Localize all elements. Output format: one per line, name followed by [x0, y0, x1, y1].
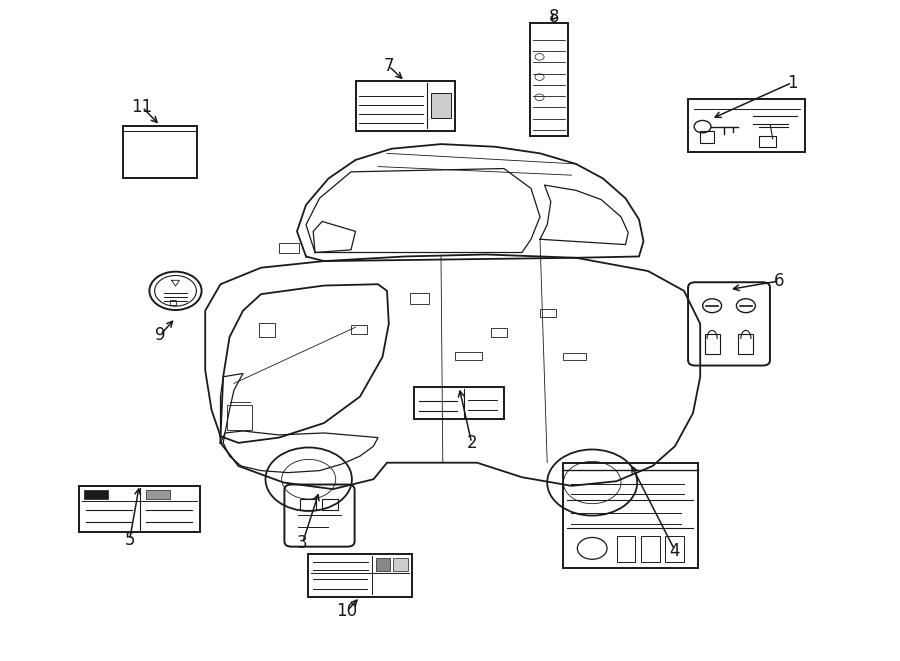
- Bar: [123, 126, 197, 178]
- Text: 9: 9: [155, 326, 166, 344]
- Bar: [688, 99, 806, 152]
- Text: 11: 11: [131, 98, 153, 116]
- Text: 5: 5: [124, 531, 135, 549]
- Bar: [491, 328, 507, 337]
- Text: 6: 6: [774, 272, 785, 290]
- Bar: [170, 300, 176, 305]
- Bar: [739, 334, 753, 354]
- Bar: [641, 535, 660, 562]
- Bar: [410, 293, 429, 304]
- Bar: [322, 499, 338, 510]
- Bar: [279, 243, 299, 253]
- Bar: [759, 136, 776, 147]
- Text: 7: 7: [383, 57, 394, 75]
- Bar: [530, 23, 568, 136]
- Bar: [356, 81, 454, 131]
- Text: 1: 1: [787, 73, 797, 92]
- Bar: [454, 352, 482, 360]
- Bar: [705, 334, 720, 354]
- Bar: [665, 535, 684, 562]
- Text: 4: 4: [670, 541, 680, 560]
- Bar: [79, 486, 200, 532]
- Bar: [540, 309, 556, 317]
- Bar: [146, 490, 170, 499]
- Bar: [351, 325, 367, 334]
- Bar: [393, 558, 408, 570]
- Bar: [431, 93, 451, 118]
- Bar: [227, 405, 252, 430]
- Bar: [563, 353, 586, 360]
- Text: 3: 3: [297, 534, 308, 553]
- Bar: [562, 463, 698, 568]
- Bar: [259, 323, 275, 337]
- Text: 8: 8: [549, 7, 560, 26]
- Bar: [700, 131, 715, 143]
- Bar: [375, 558, 390, 570]
- Bar: [414, 387, 504, 419]
- Bar: [300, 499, 316, 510]
- Text: 2: 2: [466, 434, 477, 452]
- Text: 10: 10: [336, 602, 357, 621]
- Bar: [308, 554, 412, 596]
- Bar: [84, 490, 108, 499]
- Bar: [616, 535, 635, 562]
